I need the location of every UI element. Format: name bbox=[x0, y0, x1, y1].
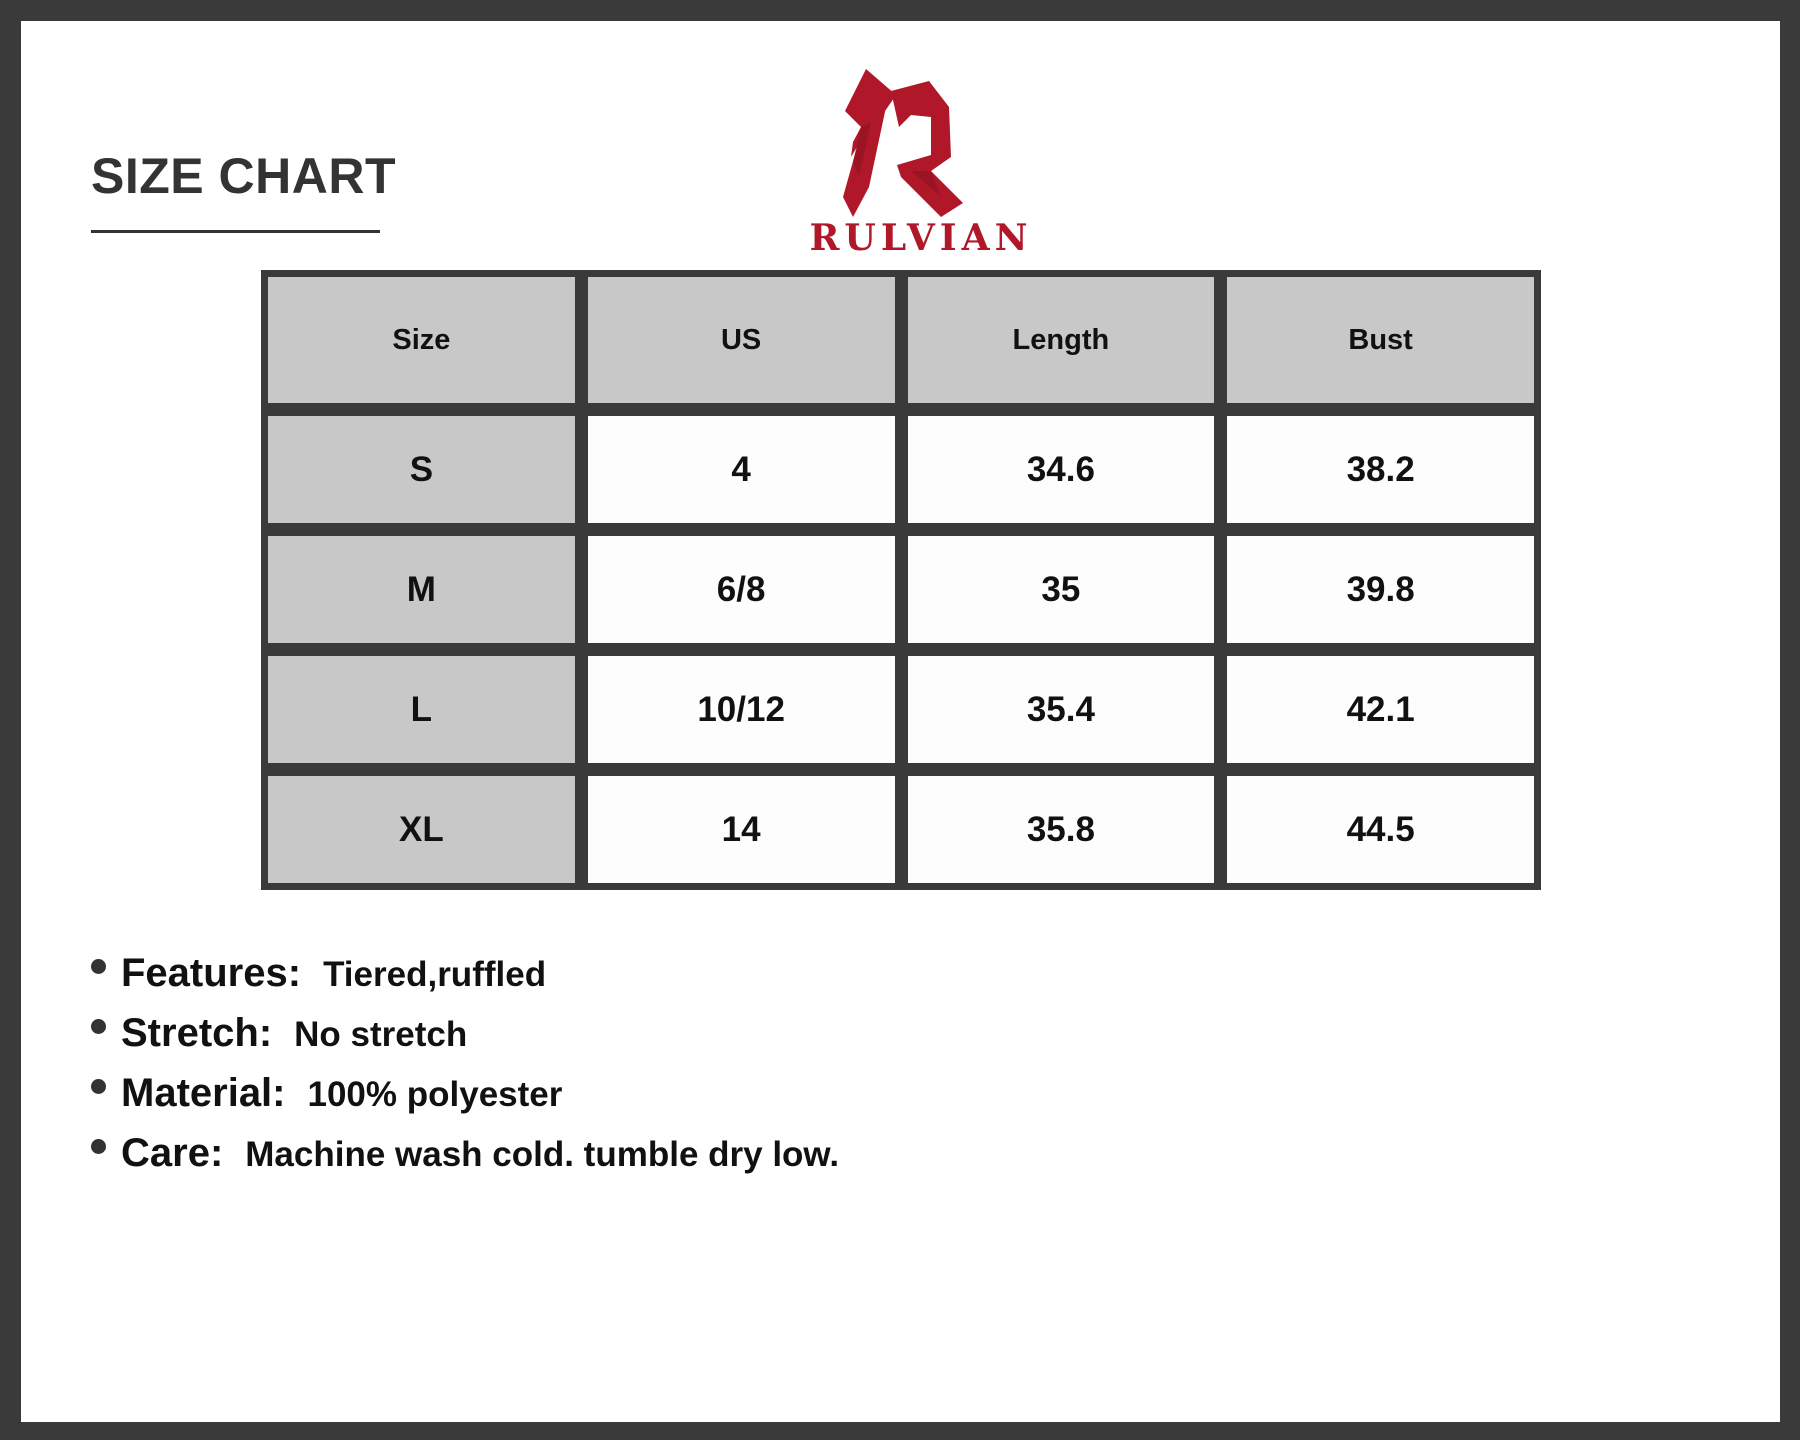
brand-name: RULVIAN bbox=[809, 217, 1033, 259]
header-us: US bbox=[587, 277, 895, 403]
brand-logo: RULVIAN bbox=[781, 67, 1061, 267]
cell-bust: 38.2 bbox=[1227, 416, 1534, 523]
bullet-icon bbox=[91, 1019, 106, 1034]
detail-value: Tiered,ruffled bbox=[323, 955, 547, 994]
cell-bust: 39.8 bbox=[1227, 536, 1534, 643]
page-frame: SIZE CHART RULVIAN Size US Length Bust S… bbox=[21, 21, 1780, 1422]
cell-length: 35.8 bbox=[907, 776, 1215, 883]
cell-us: 4 bbox=[587, 416, 895, 523]
cell-size: M bbox=[268, 536, 575, 643]
bullet-icon bbox=[91, 959, 106, 974]
cell-bust: 42.1 bbox=[1227, 656, 1534, 763]
detail-value: Machine wash cold. tumble dry low. bbox=[245, 1135, 840, 1174]
title-underline bbox=[91, 230, 380, 233]
detail-material: Material: 100% polyester bbox=[91, 1071, 839, 1131]
product-details: Features: Tiered,ruffled Stretch: No str… bbox=[91, 951, 839, 1191]
detail-label: Features: bbox=[121, 951, 302, 995]
detail-label: Care: bbox=[121, 1131, 224, 1175]
cell-size: L bbox=[268, 656, 575, 763]
header-length: Length bbox=[907, 277, 1215, 403]
cell-bust: 44.5 bbox=[1227, 776, 1534, 883]
header-size: Size bbox=[268, 277, 575, 403]
page-title: SIZE CHART bbox=[91, 148, 396, 204]
detail-label: Material: bbox=[121, 1071, 286, 1115]
detail-stretch: Stretch: No stretch bbox=[91, 1011, 839, 1071]
detail-label: Stretch: bbox=[121, 1011, 273, 1055]
bullet-icon bbox=[91, 1079, 106, 1094]
detail-value: 100% polyester bbox=[307, 1075, 563, 1114]
header-bust: Bust bbox=[1227, 277, 1534, 403]
detail-care: Care: Machine wash cold. tumble dry low. bbox=[91, 1131, 839, 1191]
cell-us: 10/12 bbox=[587, 656, 895, 763]
size-table: Size US Length Bust S 4 34.6 38.2 M 6/8 … bbox=[261, 270, 1541, 890]
cell-length: 35 bbox=[907, 536, 1215, 643]
brand-r-mark-icon bbox=[843, 69, 963, 217]
cell-length: 34.6 bbox=[907, 416, 1215, 523]
cell-length: 35.4 bbox=[907, 656, 1215, 763]
bullet-icon bbox=[91, 1139, 106, 1154]
cell-size: S bbox=[268, 416, 575, 523]
detail-features: Features: Tiered,ruffled bbox=[91, 951, 839, 1011]
cell-us: 14 bbox=[587, 776, 895, 883]
cell-size: XL bbox=[268, 776, 575, 883]
detail-value: No stretch bbox=[294, 1015, 468, 1054]
cell-us: 6/8 bbox=[587, 536, 895, 643]
